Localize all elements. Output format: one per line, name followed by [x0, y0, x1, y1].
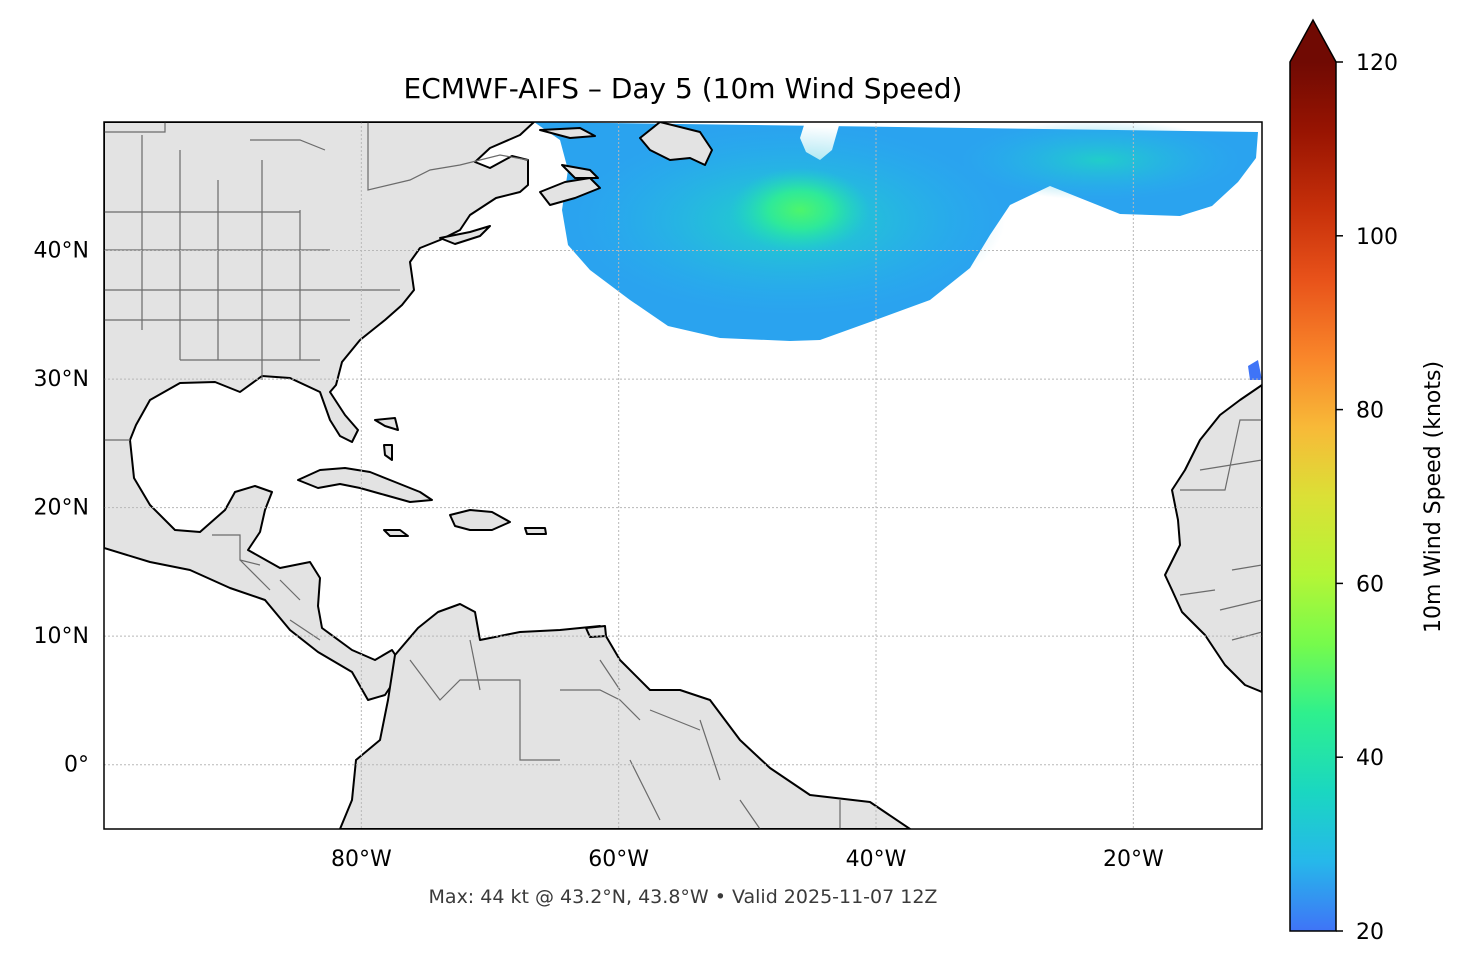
land-hispaniola [449, 509, 511, 531]
lat-tick-label: 0° [64, 753, 89, 778]
latitude-labels: 40°N 30°N 20°N 10°N 0° [34, 239, 89, 778]
colorbar-tick-label: 100 [1356, 225, 1398, 250]
lat-tick-label: 20°N [34, 496, 89, 521]
colorbar-tick-label: 80 [1356, 399, 1384, 424]
lon-tick-label: 20°W [1103, 847, 1164, 872]
land-bahamas [374, 417, 399, 431]
longitude-labels: 80°W 60°W 40°W 20°W [331, 847, 1164, 872]
colorbar-gradient [1290, 62, 1336, 931]
map-frame [103, 121, 1263, 830]
border-us-states-ew [104, 211, 400, 361]
colorbar: 20 40 60 80 100 120 10m Wind Speed (knots) [1289, 18, 1446, 945]
land-south-america [339, 603, 911, 829]
land-bahamas-2 [383, 444, 393, 461]
land-africa [1164, 384, 1262, 693]
colorbar-tick-label: 40 [1356, 746, 1384, 771]
colorbar-tick-label: 120 [1356, 51, 1398, 76]
colorbar-ticks: 20 40 60 80 100 120 [1336, 51, 1398, 945]
lon-tick-label: 80°W [331, 847, 392, 872]
land-cuba [297, 467, 433, 503]
land-anticosti [539, 127, 596, 139]
lat-tick-label: 10°N [34, 624, 89, 649]
land-newfoundland [639, 122, 713, 166]
lon-tick-label: 40°W [846, 847, 907, 872]
border-south-america [409, 639, 841, 829]
lon-tick-label: 60°W [588, 847, 649, 872]
land-puerto-rico [524, 527, 547, 535]
lat-tick-label: 40°N [34, 239, 89, 264]
colorbar-extend-arrow [1290, 20, 1336, 62]
gridlines [104, 122, 1262, 829]
land-trinidad [585, 625, 607, 638]
lat-tick-label: 30°N [34, 367, 89, 392]
colorbar-label: 10m Wind Speed (knots) [1421, 361, 1446, 633]
border-mexico-guatemala [212, 534, 261, 566]
colorbar-tick-label: 20 [1356, 920, 1384, 945]
land-nova-scotia [539, 177, 601, 206]
footer-note: Max: 44 kt @ 43.2°N, 43.8°W • Valid 2025… [429, 886, 938, 908]
border-central-america [239, 559, 321, 641]
wind-speed-field [326, 122, 1262, 380]
border-africa [1179, 419, 1262, 641]
land-pei [561, 164, 599, 179]
colorbar-outline [1289, 18, 1337, 932]
map-panel [104, 122, 1262, 829]
colorbar-tick-label: 60 [1356, 572, 1384, 597]
wind-field-east [960, 122, 1240, 200]
map-title: ECMWF-AIFS – Day 5 (10m Wind Speed) [404, 72, 963, 105]
border-us-states-ns [141, 135, 301, 380]
land-long-island [439, 225, 491, 245]
border-us-canada [104, 122, 529, 191]
land [104, 122, 1262, 829]
wind-field-core [730, 168, 870, 252]
land-jamaica [383, 529, 409, 537]
borders [104, 122, 1262, 829]
wind-field-canaries [1248, 360, 1262, 380]
